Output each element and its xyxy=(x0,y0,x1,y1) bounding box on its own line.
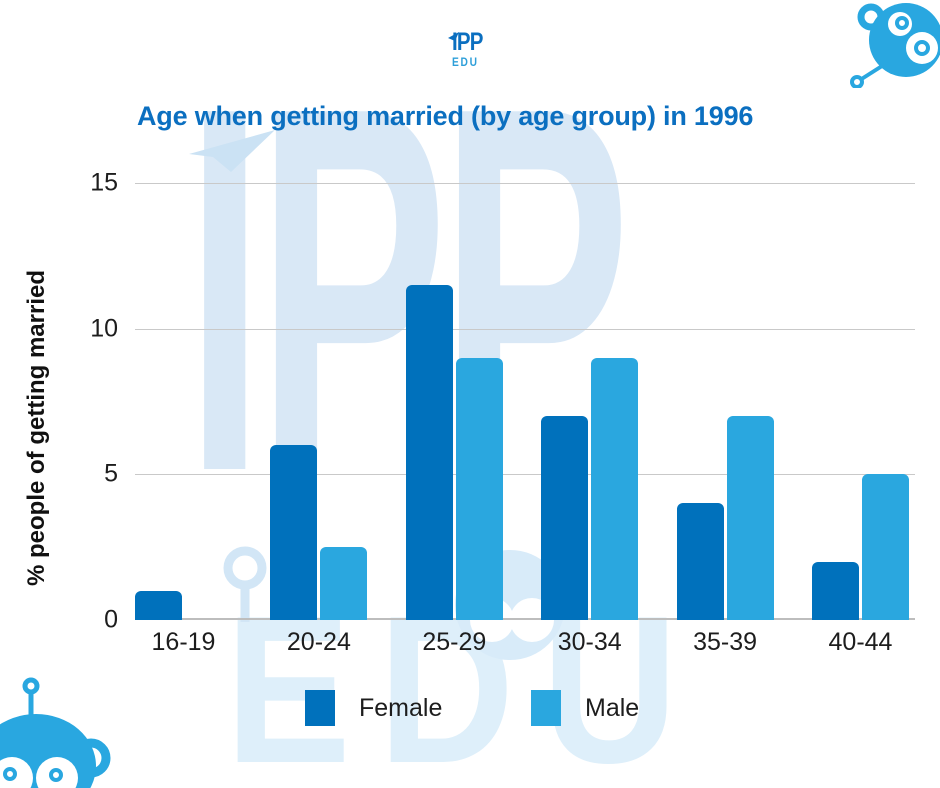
x-axis-line xyxy=(135,618,915,620)
plot-area: 0 5 10 15 16-19 20-24 25-29 30-34 35-39 40-44 xyxy=(90,169,915,656)
y-tick-label-15: 15 xyxy=(90,168,118,197)
bar-female-40-44 xyxy=(812,561,859,620)
ipp-edu-logo: IPP EDU xyxy=(448,28,522,69)
bar-female-25-29 xyxy=(405,284,453,620)
logo-flag-icon xyxy=(448,32,459,41)
y-axis-title: % people of getting married xyxy=(23,269,50,587)
bar-female-20-24 xyxy=(270,445,318,620)
bar-male-30-34 xyxy=(591,357,639,620)
legend: Female Male xyxy=(0,690,940,732)
bar-female-30-34 xyxy=(541,416,589,620)
x-tick-label-40-44: 40-44 xyxy=(828,628,893,656)
x-tick-label-35-39: 35-39 xyxy=(693,628,758,656)
y-tick-label-10: 10 xyxy=(90,314,118,343)
x-tick-label-20-24: 20-24 xyxy=(286,628,351,656)
monkey-robot-icon-bottom-left xyxy=(0,677,111,788)
legend-item-female: Female xyxy=(305,690,442,726)
bar-male-25-29 xyxy=(455,357,503,620)
x-tick-label-25-29: 25-29 xyxy=(422,628,487,656)
female-legend-label: Female xyxy=(359,693,443,722)
paper-plane-watermark-icon xyxy=(189,130,275,172)
male-legend-swatch xyxy=(531,690,561,726)
y-tick-label-5: 5 xyxy=(104,459,118,488)
monkey-robot-icon-top-right xyxy=(850,3,940,88)
logo-primary-text: IPP xyxy=(452,28,483,56)
gridline-10 xyxy=(135,328,915,330)
x-tick-label-16-19: 16-19 xyxy=(151,628,216,656)
gridline-5 xyxy=(135,474,915,476)
x-tick-label-30-34: 30-34 xyxy=(557,628,622,656)
bar-male-35-39 xyxy=(726,416,774,620)
y-tick-label-0: 0 xyxy=(104,605,118,634)
male-legend-label: Male xyxy=(585,693,640,722)
bar-male-40-44 xyxy=(862,474,909,620)
bar-male-20-24 xyxy=(320,547,368,620)
bar-female-16-19 xyxy=(135,590,182,620)
gridline-15 xyxy=(135,183,915,184)
female-legend-swatch xyxy=(305,690,335,726)
logo-secondary-text: EDU xyxy=(452,55,479,69)
bar-female-35-39 xyxy=(676,503,724,620)
chart-title: Age when getting married (by age group) … xyxy=(137,101,754,131)
legend-item-male: Male xyxy=(531,690,639,726)
